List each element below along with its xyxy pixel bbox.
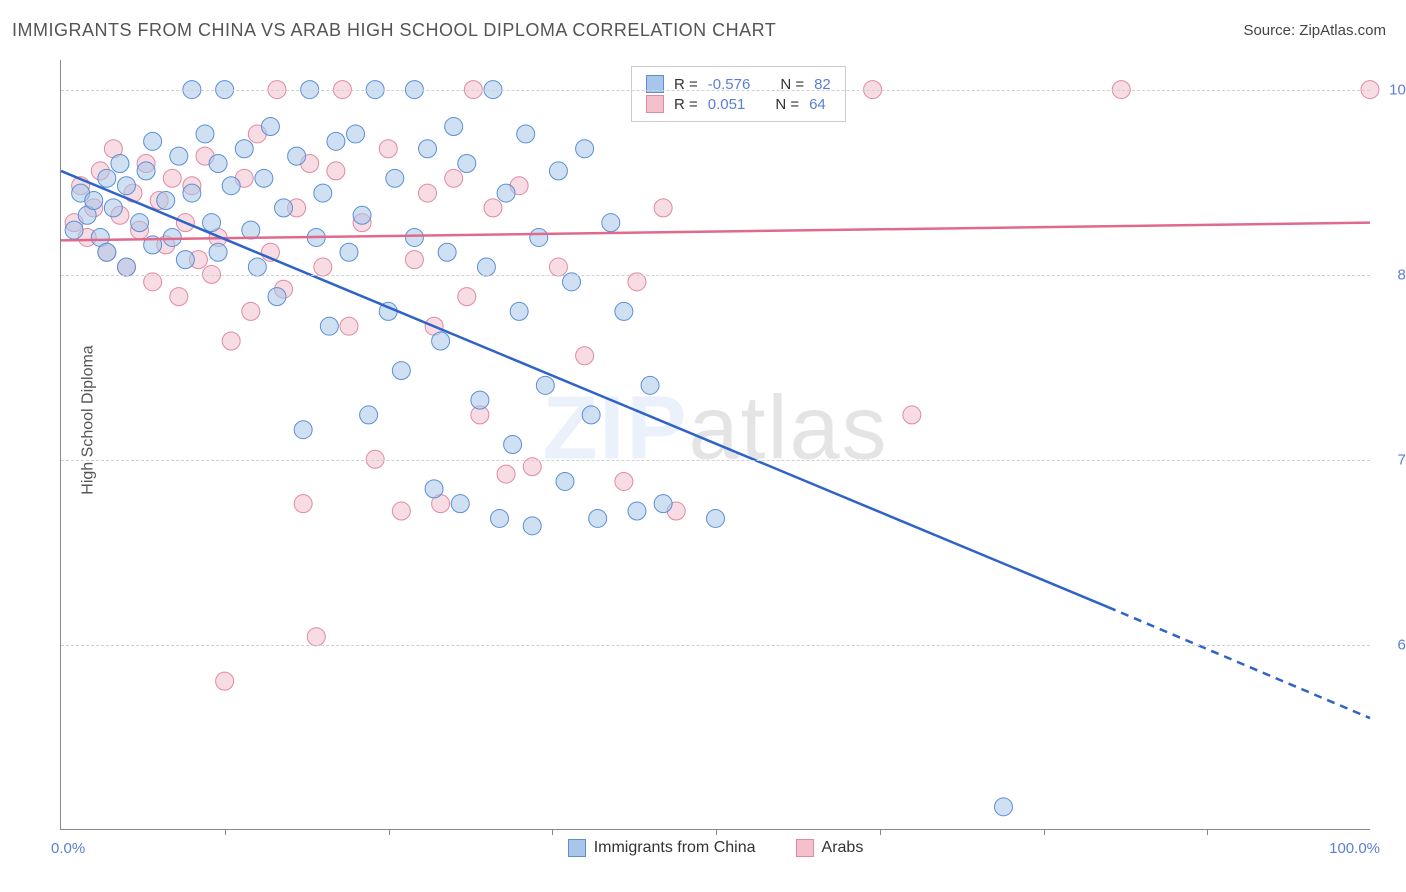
title-row: IMMIGRANTS FROM CHINA VS ARAB HIGH SCHOO… (12, 20, 1386, 41)
x-tick-mark (225, 829, 226, 835)
legend-item-series2: Arabs (796, 839, 864, 857)
plot-area: ZIPatlas R = -0.576 N = 82 R = 0.051 N =… (60, 60, 1370, 830)
r-label: R = (674, 96, 698, 113)
swatch-series2-icon (796, 839, 814, 857)
x-tick-mark (552, 829, 553, 835)
series1-label: Immigrants from China (594, 839, 756, 857)
y-tick-label: 62.5% (1397, 636, 1406, 653)
chart-title: IMMIGRANTS FROM CHINA VS ARAB HIGH SCHOO… (12, 20, 776, 41)
legend-row-series2: R = 0.051 N = 64 (646, 95, 831, 113)
legend-item-series1: Immigrants from China (568, 839, 756, 857)
r-value: 0.051 (708, 96, 746, 113)
swatch-series1-icon (568, 839, 586, 857)
x-tick-mark (389, 829, 390, 835)
gridline (61, 90, 1370, 91)
x-tick-mark (716, 829, 717, 835)
chart-container: IMMIGRANTS FROM CHINA VS ARAB HIGH SCHOO… (0, 0, 1406, 892)
x-tick-mark (1207, 829, 1208, 835)
y-tick-label: 75.0% (1397, 451, 1406, 468)
series2-label: Arabs (822, 839, 864, 857)
gridline (61, 645, 1370, 646)
x-tick-mark (1044, 829, 1045, 835)
x-tick-mark (880, 829, 881, 835)
n-value: 64 (809, 96, 826, 113)
gridline (61, 460, 1370, 461)
gridline (61, 275, 1370, 276)
source-attribution: Source: ZipAtlas.com (1243, 22, 1386, 39)
series-legend: Immigrants from China Arabs (61, 839, 1370, 857)
chart-svg (61, 60, 1370, 829)
n-label: N = (775, 96, 799, 113)
swatch-series2-icon (646, 95, 664, 113)
correlation-legend: R = -0.576 N = 82 R = 0.051 N = 64 (631, 66, 846, 122)
y-tick-label: 100.0% (1389, 81, 1406, 98)
y-tick-label: 87.5% (1397, 266, 1406, 283)
